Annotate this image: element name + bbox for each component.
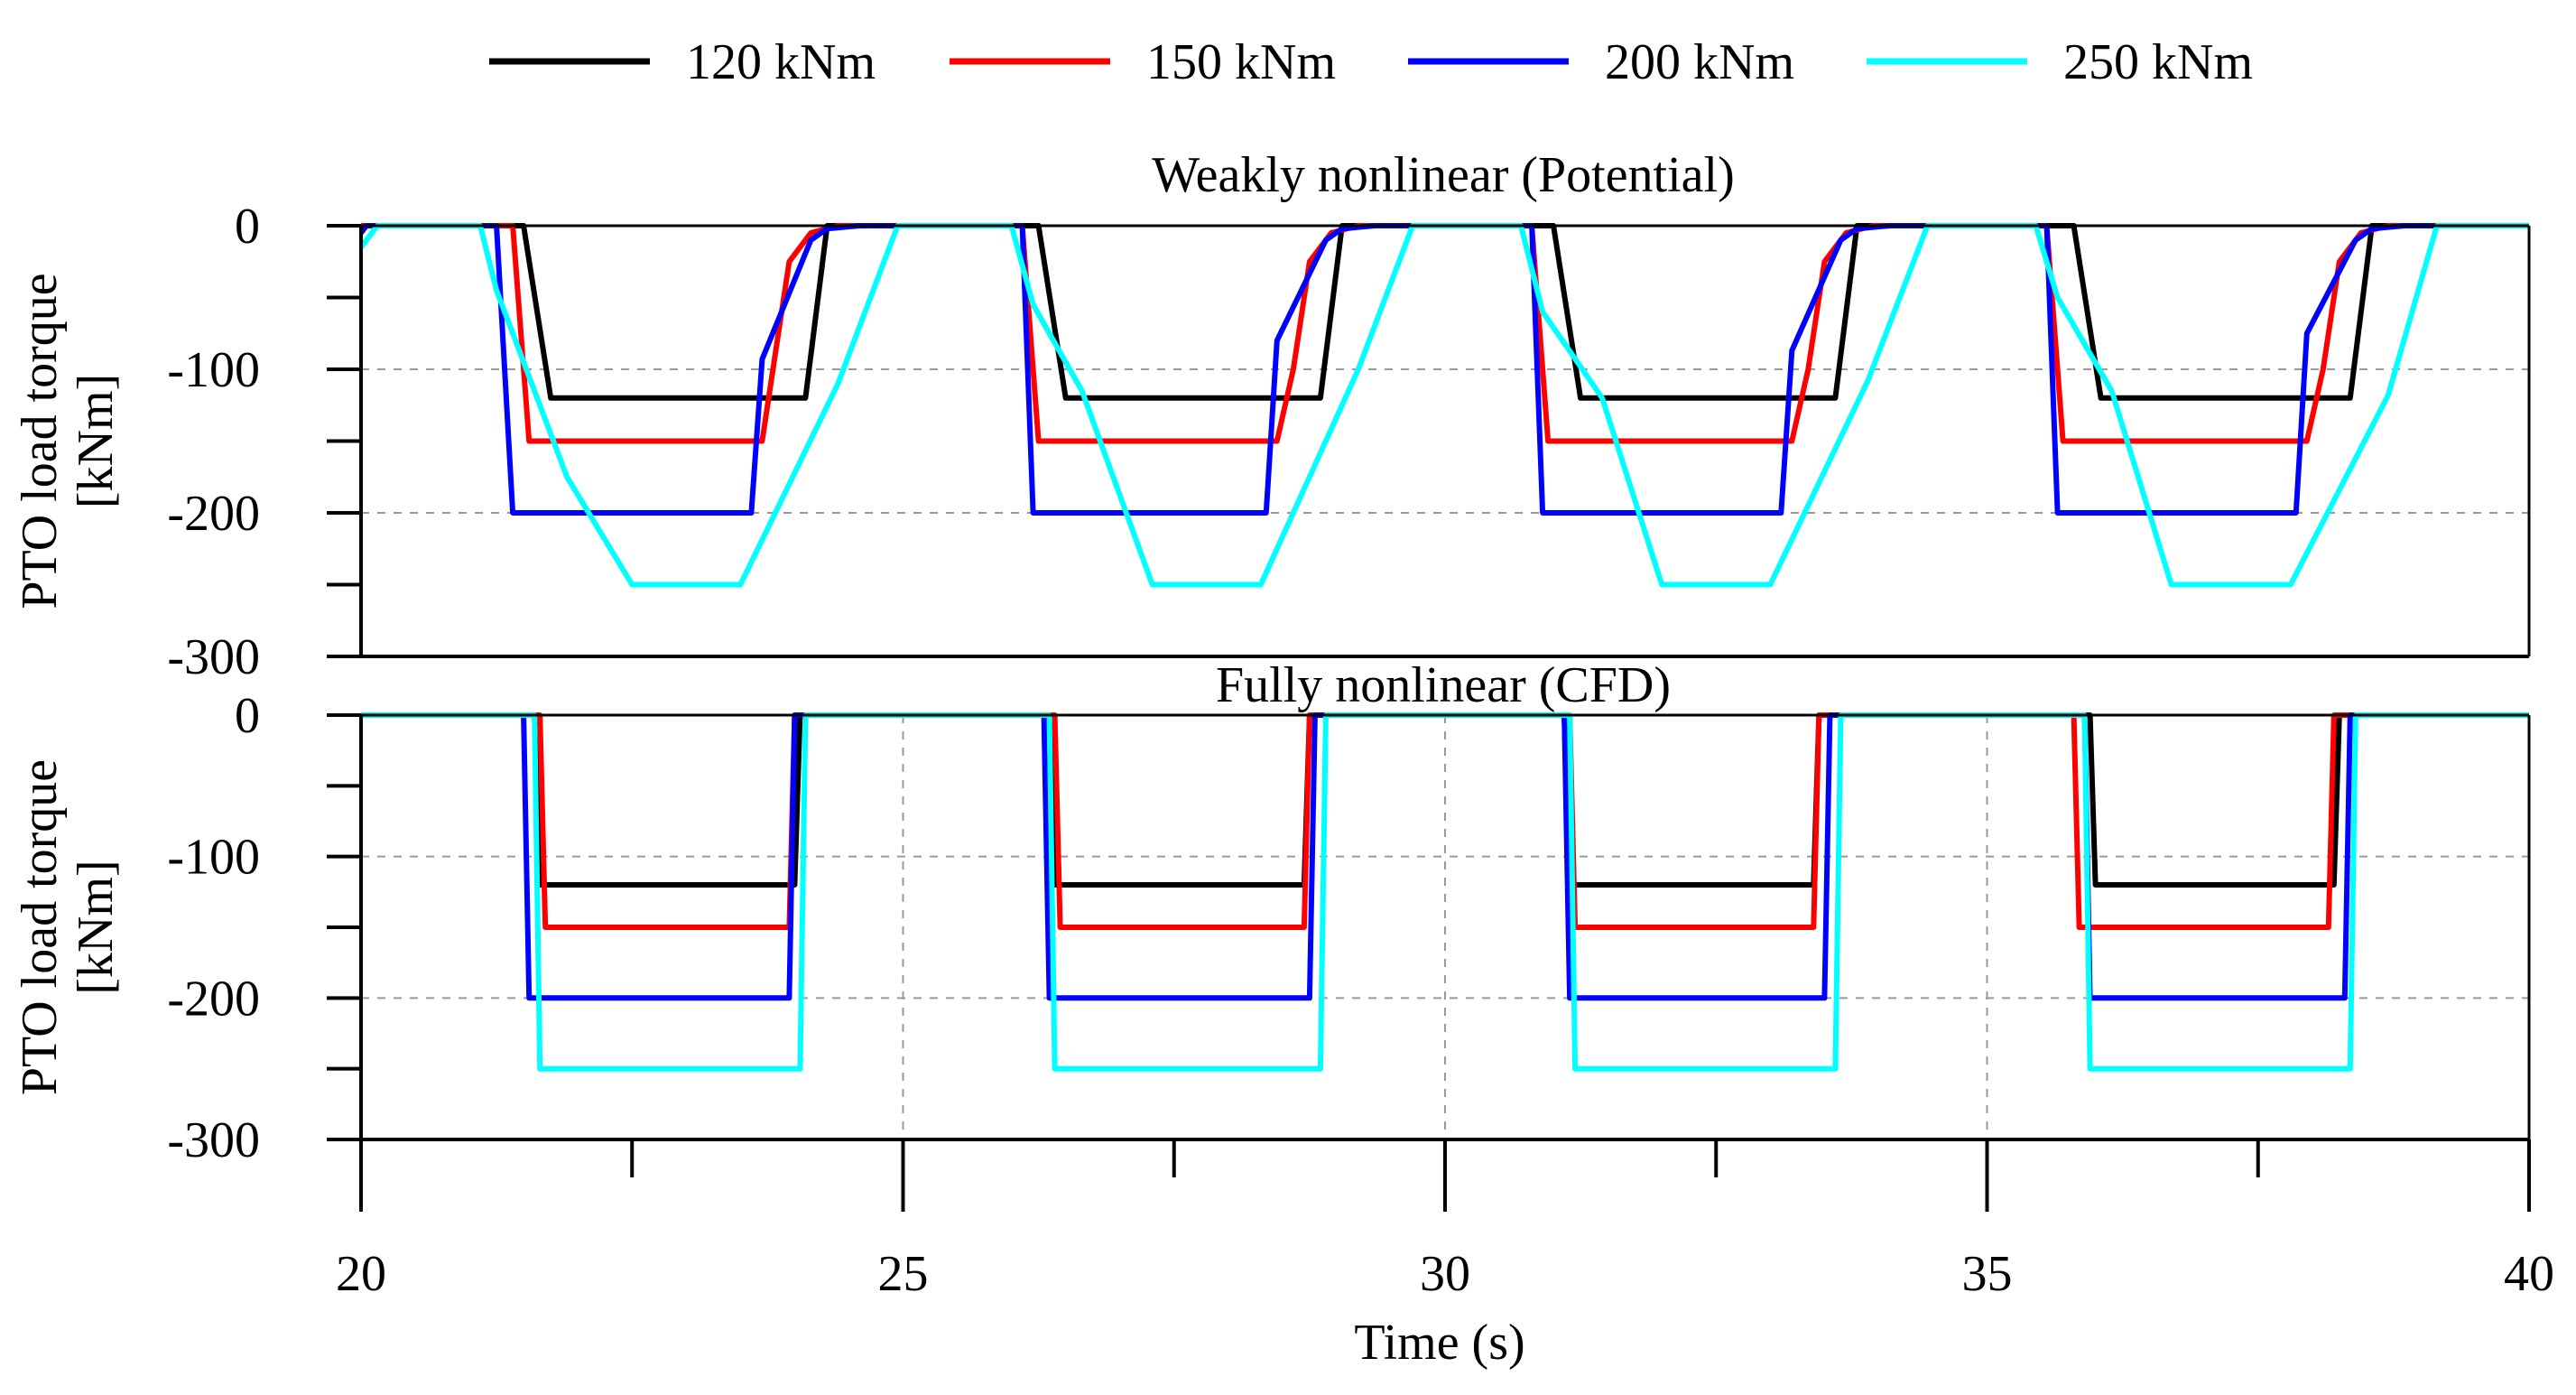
legend-label-3: 250 kNm [2063, 34, 2253, 90]
legend-label-0: 120 kNm [686, 34, 876, 90]
series-line-250-knm [358, 223, 2529, 588]
y-tick-label: 0 [235, 688, 260, 744]
x-tick-label: 30 [1420, 1246, 1470, 1302]
y-axis-label-line2: [kNm] [68, 374, 124, 508]
legend-label-2: 200 kNm [1605, 34, 1794, 90]
y-tick-label: -100 [167, 830, 260, 886]
y-axis-label-line2: [kNm] [68, 860, 124, 994]
panel-potential: 0 -100 -200 -300 PTO load torque [kNm] Weakly … [12, 147, 2531, 685]
x-tick-label: 25 [878, 1246, 929, 1302]
x-tick-label: 40 [2504, 1246, 2554, 1302]
x-tick-label: 20 [336, 1246, 386, 1302]
x-axis-label: Time (s) [1354, 1315, 1524, 1371]
y-tick-label: -100 [167, 342, 260, 398]
y-axis-label-line1: PTO load torque [12, 273, 68, 609]
panel-title-0: Weakly nonlinear (Potential) [1152, 147, 1735, 203]
y-tick-label: 0 [235, 199, 260, 255]
legend: 120 kNm 150 kNm 200 kNm 250 kNm [489, 34, 2253, 90]
plot-area-0 [358, 223, 2529, 588]
series-line-120-knm [361, 223, 2529, 401]
y-tick-label: -200 [167, 486, 260, 542]
y-tick-label: -300 [167, 1112, 260, 1168]
panel-cfd: 0 -100 -200 -300 PTO load torque [kNm] Fully n… [12, 657, 2531, 1168]
y-axis-label-line1: PTO load torque [12, 759, 68, 1095]
x-axis: 20 25 30 35 40 Time (s) [336, 1139, 2554, 1371]
series-line-150-knm [361, 223, 2529, 444]
legend-label-1: 150 kNm [1146, 34, 1336, 90]
y-tick-label: -300 [167, 629, 260, 685]
x-tick-label: 35 [1962, 1246, 2013, 1302]
panel-title-1: Fully nonlinear (CFD) [1216, 657, 1671, 713]
y-tick-label: -200 [167, 971, 260, 1027]
